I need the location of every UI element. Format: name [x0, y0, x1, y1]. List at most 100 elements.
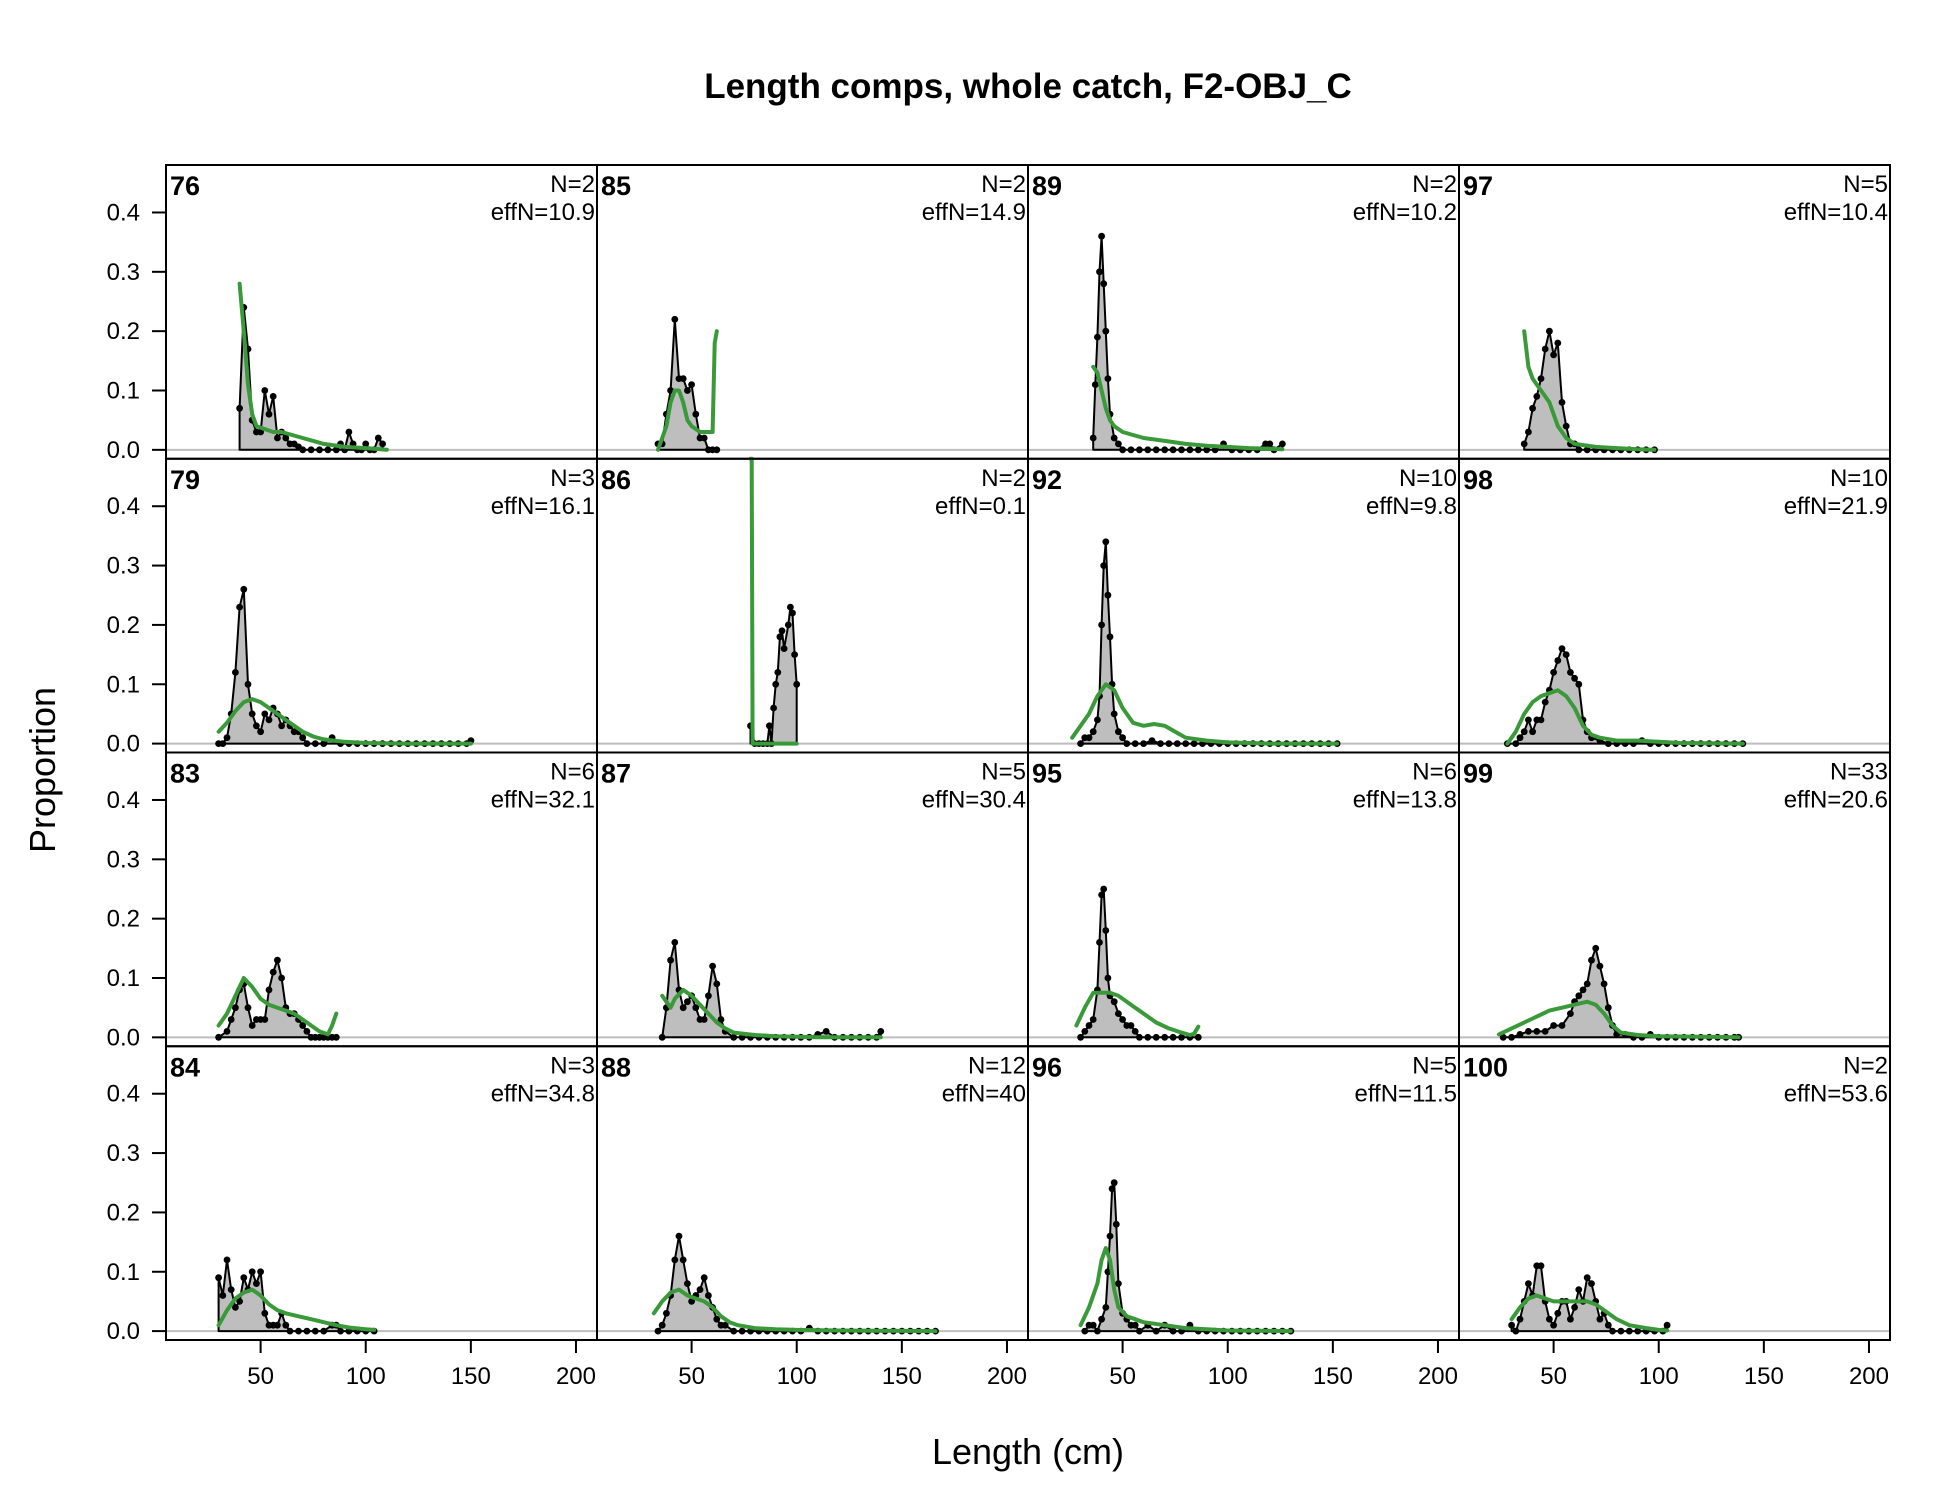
observed-point	[1098, 232, 1105, 240]
observed-point	[261, 1309, 269, 1317]
x-axis-title: Length (cm)	[932, 1431, 1124, 1472]
observed-point	[793, 680, 801, 688]
observed-area	[1079, 540, 1339, 745]
observed-point	[253, 1280, 260, 1287]
observed-point	[282, 434, 290, 442]
panel-year-label: 79	[170, 465, 200, 495]
x-tick-label: 100	[346, 1363, 386, 1390]
observed-point	[244, 1004, 252, 1012]
observed-point	[295, 1327, 302, 1335]
x-tick-label: 200	[987, 1363, 1027, 1390]
observed-point	[1533, 1028, 1541, 1035]
y-tick-label: 0.3	[107, 846, 140, 873]
panel-effn-label: effN=14.9	[922, 199, 1026, 226]
observed-point	[232, 669, 239, 676]
observed-point	[787, 603, 794, 611]
x-tick-label: 100	[777, 1363, 817, 1390]
observed-point	[1096, 268, 1103, 276]
observed-point	[1152, 1327, 1160, 1335]
x-tick-label: 150	[882, 1363, 922, 1390]
observed-point	[1148, 737, 1156, 744]
observed-point	[240, 1274, 248, 1282]
observed-point	[257, 728, 264, 736]
observed-point	[1596, 1315, 1604, 1323]
observed-point	[1115, 440, 1122, 448]
x-tick-label: 200	[1418, 1363, 1458, 1390]
observed-point	[324, 446, 332, 454]
observed-point	[776, 633, 784, 641]
observed-point	[1588, 1280, 1595, 1287]
observed-point	[265, 986, 273, 994]
panel-effn-label: effN=40	[942, 1080, 1026, 1107]
observed-point	[1100, 280, 1108, 288]
x-tick-label: 150	[451, 1363, 491, 1390]
panel-year-label: 97	[1463, 171, 1493, 201]
observed-point	[696, 1286, 704, 1293]
observed-point	[738, 1327, 746, 1335]
y-tick-label: 0.3	[107, 553, 140, 580]
panel-effn-label: effN=0.1	[935, 493, 1026, 520]
chart-title: Length comps, whole catch, F2-OBJ_C	[704, 67, 1352, 106]
panel-effn-label: effN=9.8	[1366, 493, 1457, 520]
observed-point	[1558, 399, 1566, 406]
observed-point	[1546, 327, 1553, 335]
observed-point	[261, 710, 269, 718]
expected-line	[656, 329, 719, 452]
x-tick-label: 50	[678, 1363, 705, 1390]
observed-point	[663, 1309, 670, 1317]
observed-point	[345, 428, 353, 436]
observed-point	[1516, 1031, 1524, 1038]
observed-point	[232, 1004, 239, 1012]
expected-line	[1505, 688, 1745, 746]
observed-point	[1600, 980, 1608, 988]
observed-point	[1541, 345, 1549, 353]
expected-line	[1070, 682, 1340, 746]
y-tick-label: 0.0	[107, 437, 140, 464]
observed-point	[1094, 716, 1101, 724]
observed-point	[1604, 1004, 1612, 1012]
y-tick-label: 0.3	[107, 1140, 140, 1167]
y-tick-label: 0.1	[107, 965, 140, 992]
observed-point	[1094, 333, 1101, 341]
observed-point	[713, 980, 721, 988]
observed-point	[320, 740, 328, 747]
observed-point	[1583, 1274, 1591, 1282]
y-tick-label: 0.3	[107, 259, 140, 286]
observed-point	[1110, 1179, 1118, 1187]
observed-point	[1663, 1321, 1671, 1329]
observed-point	[274, 1321, 281, 1329]
observed-point	[1089, 434, 1097, 442]
panel-n-label: N=10	[1830, 465, 1888, 492]
panel-n-label: N=2	[1412, 171, 1457, 198]
observed-point	[1558, 645, 1566, 652]
observed-point	[1096, 939, 1103, 946]
observed-point	[671, 1256, 679, 1264]
observed-point	[1520, 728, 1528, 736]
observed-point	[774, 669, 782, 676]
observed-point	[248, 710, 256, 718]
expected-line	[1091, 364, 1285, 452]
observed-point	[1104, 591, 1112, 599]
observed-point	[265, 410, 273, 418]
observed-point	[679, 1256, 687, 1264]
y-tick-label: 0.2	[107, 318, 140, 345]
observed-point	[1106, 633, 1114, 641]
panel-effn-label: effN=11.5	[1354, 1080, 1457, 1107]
observed-point	[684, 1280, 691, 1287]
panel-frame	[1458, 1045, 1891, 1341]
observed-area	[1502, 947, 1740, 1039]
observed-point	[1516, 1315, 1524, 1323]
observed-point	[684, 998, 691, 1006]
observed-point	[1136, 1033, 1143, 1041]
observed-point	[307, 446, 315, 454]
observed-point	[1604, 740, 1612, 747]
observed-point	[1525, 428, 1532, 436]
observed-point	[236, 404, 244, 412]
observed-point	[1508, 1321, 1515, 1329]
observed-point	[265, 716, 273, 724]
